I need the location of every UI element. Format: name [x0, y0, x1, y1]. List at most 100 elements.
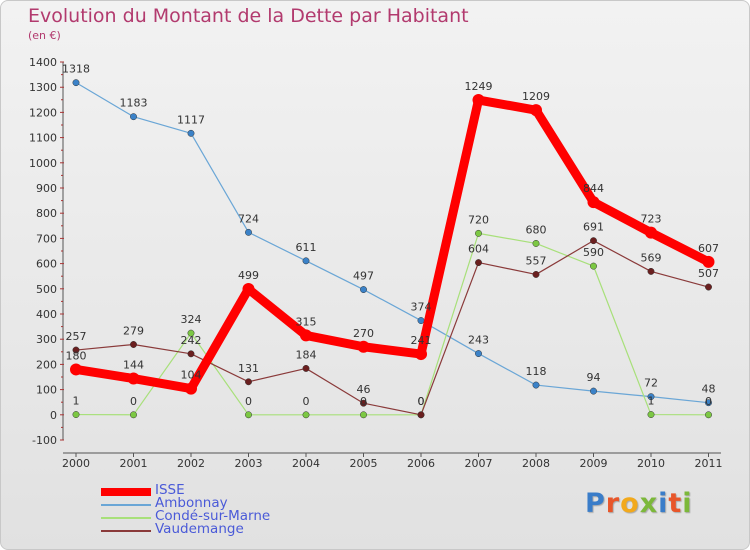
x-tick-label: 2005 — [350, 457, 378, 470]
legend-swatch — [101, 530, 151, 532]
data-label: 184 — [296, 348, 317, 361]
data-label: 1318 — [62, 63, 90, 76]
data-label: 1117 — [177, 113, 205, 126]
data-point — [475, 350, 482, 358]
data-point — [705, 411, 712, 419]
data-point — [245, 411, 252, 419]
data-label: 724 — [238, 212, 259, 225]
y-tick-label: 200 — [36, 358, 57, 371]
data-label: 1 — [648, 395, 655, 408]
y-tick-label: 1000 — [29, 157, 57, 170]
data-point — [302, 411, 310, 419]
data-label: 604 — [468, 243, 489, 256]
data-label: 118 — [526, 365, 547, 378]
chart-title: Evolution du Montant de la Dette par Hab… — [28, 5, 469, 27]
data-label: 611 — [296, 241, 317, 254]
data-point — [245, 228, 252, 236]
data-label: 1183 — [120, 97, 148, 110]
data-point — [472, 94, 485, 107]
data-label: 497 — [353, 270, 374, 283]
x-tick-label: 2001 — [120, 457, 148, 470]
legend-item: Vaudemange — [101, 521, 361, 537]
data-label: 0 — [705, 395, 712, 408]
data-point — [185, 382, 197, 395]
series-line-3 — [75, 240, 710, 416]
data-point — [72, 346, 80, 354]
data-label: 1 — [73, 395, 80, 408]
data-point — [130, 341, 137, 348]
data-label: 680 — [526, 223, 547, 236]
data-label: 242 — [181, 334, 202, 347]
data-label: 590 — [583, 246, 604, 259]
data-label: 0 — [130, 395, 137, 408]
data-label: 720 — [468, 213, 489, 226]
data-point — [302, 364, 310, 372]
data-point — [245, 378, 252, 386]
data-point — [590, 387, 597, 395]
data-point — [302, 257, 310, 265]
data-label: 723 — [641, 213, 662, 226]
data-point — [70, 363, 82, 376]
data-label: 0 — [245, 395, 252, 408]
data-point — [647, 411, 655, 418]
x-tick-label: 2011 — [695, 457, 723, 470]
y-tick-label: 600 — [36, 258, 57, 271]
data-point — [187, 329, 195, 337]
data-point — [242, 283, 255, 296]
data-label: 0 — [303, 395, 310, 408]
data-point — [705, 399, 712, 407]
y-tick-label: -100 — [32, 434, 57, 447]
x-tick-label: 2002 — [177, 457, 205, 470]
x-tick-label: 2009 — [580, 457, 608, 470]
legend-label: Condé-sur-Marne — [155, 508, 271, 524]
data-point — [130, 411, 137, 419]
data-point — [647, 393, 655, 401]
data-point — [360, 286, 367, 294]
data-point — [705, 283, 712, 291]
data-point — [357, 340, 370, 353]
data-label: 279 — [123, 324, 144, 337]
y-tick-label: 900 — [36, 182, 57, 195]
x-tick-label: 2000 — [62, 457, 90, 470]
data-label: 557 — [526, 254, 547, 267]
data-point — [72, 79, 80, 87]
data-point — [127, 372, 140, 385]
x-tick-label: 2006 — [407, 457, 435, 470]
data-point — [532, 381, 540, 389]
data-label: 180 — [66, 349, 87, 362]
data-point — [645, 226, 657, 239]
y-tick-label: 1100 — [29, 132, 57, 145]
data-label: 607 — [698, 242, 719, 255]
legend-swatch — [101, 488, 151, 496]
legend-swatch — [101, 504, 151, 506]
data-point — [532, 270, 540, 278]
data-label: 1209 — [522, 90, 550, 103]
data-label: 844 — [583, 182, 604, 195]
data-point — [587, 196, 600, 209]
data-label: 507 — [698, 267, 719, 280]
data-point — [417, 317, 425, 325]
data-label: 0 — [418, 395, 425, 408]
data-label: 324 — [181, 313, 202, 326]
data-label: 270 — [353, 327, 374, 340]
data-point — [532, 239, 540, 247]
y-tick-label: 700 — [36, 232, 57, 245]
data-point — [130, 113, 137, 121]
data-label: 569 — [641, 251, 662, 264]
y-tick-label: 300 — [36, 333, 57, 346]
data-label: 315 — [296, 315, 317, 328]
data-point — [360, 411, 367, 419]
y-tick-label: 800 — [36, 207, 57, 220]
y-tick-label: 1400 — [29, 56, 57, 69]
data-label: 46 — [357, 383, 371, 396]
legend: ISSE Ambonnay Condé-sur-Marne Vaudemange — [101, 482, 361, 537]
x-tick-label: 2003 — [235, 457, 263, 470]
series-line-2 — [75, 232, 710, 416]
data-point — [475, 259, 482, 267]
data-point — [187, 350, 195, 358]
data-label: 144 — [123, 359, 144, 372]
legend-label: Vaudemange — [155, 521, 244, 537]
x-tick-label: 2008 — [522, 457, 550, 470]
data-point — [300, 329, 312, 342]
